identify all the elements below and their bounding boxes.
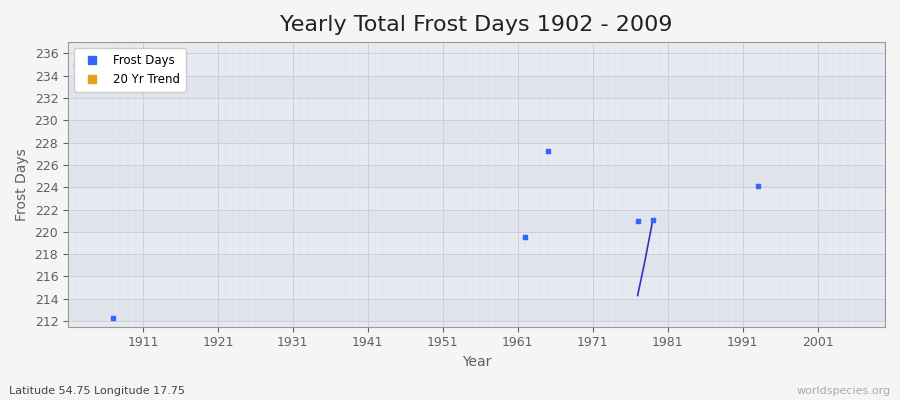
Bar [68,165,885,187]
Bar [68,98,885,120]
Bar [68,53,885,76]
Point [68,61,83,68]
Point [541,148,555,155]
Text: worldspecies.org: worldspecies.org [796,386,891,396]
Point [751,183,765,189]
Bar [68,232,885,254]
Legend: Frost Days, 20 Yr Trend: Frost Days, 20 Yr Trend [74,48,185,92]
Bar [68,76,885,98]
Bar [68,187,885,210]
Point [645,216,660,223]
Bar [68,210,885,232]
Bar [68,120,885,142]
Point [518,234,533,241]
Text: Latitude 54.75 Longitude 17.75: Latitude 54.75 Longitude 17.75 [9,386,185,396]
Bar [68,299,885,321]
Bar [68,254,885,276]
X-axis label: Year: Year [462,355,491,369]
Bar [68,276,885,299]
Title: Yearly Total Frost Days 1902 - 2009: Yearly Total Frost Days 1902 - 2009 [280,15,673,35]
Point [106,314,121,321]
Bar [68,142,885,165]
Y-axis label: Frost Days: Frost Days [15,148,29,221]
Point [631,218,645,224]
